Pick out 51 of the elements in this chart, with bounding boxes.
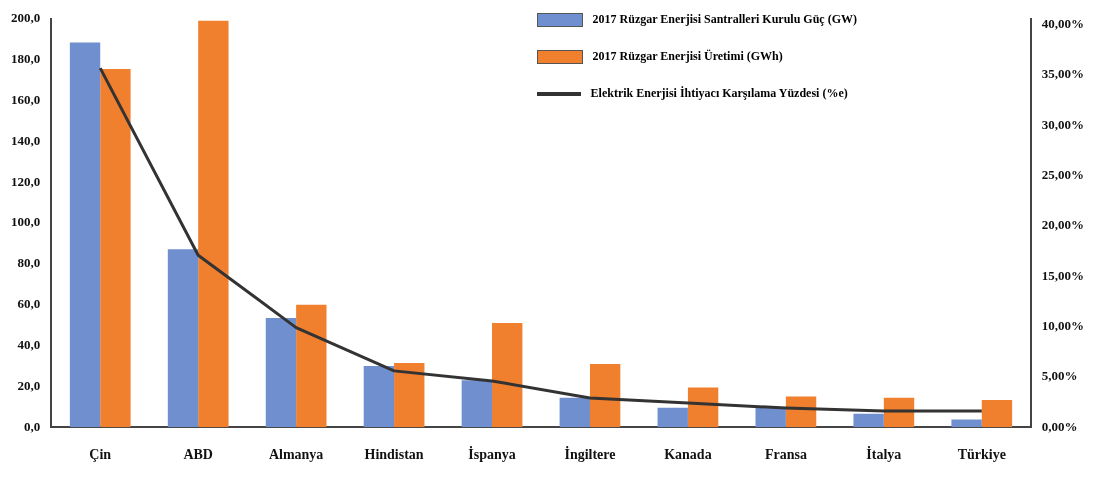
bar (167, 249, 199, 428)
x-tick-label: ABD (183, 447, 213, 463)
x-tick-label: Türkiye (957, 447, 1006, 463)
y-tick-label: 160,0 (11, 91, 41, 107)
y2-tick-label: 10,00% (1041, 317, 1084, 333)
bar (100, 69, 131, 428)
bar (589, 363, 621, 428)
y-tick-label: 40,0 (17, 336, 41, 352)
y2-tick-label: 5,00% (1041, 368, 1078, 384)
y2-tick-label: 0,00% (1041, 418, 1078, 434)
y-tick-label: 200,0 (11, 10, 41, 26)
y-tick-label: 80,0 (17, 255, 41, 271)
x-tick-label: Almanya (268, 447, 324, 463)
bar (657, 407, 688, 428)
y2-tick-label: 40,00% (1041, 16, 1084, 32)
x-tick-label: Kanada (664, 447, 712, 463)
x-tick-label: İngiltere (564, 446, 616, 463)
x-tick-label: Hindistan (364, 447, 424, 463)
y2-tick-label: 15,00% (1041, 267, 1084, 283)
x-tick-label: Fransa (764, 447, 807, 463)
bar (394, 362, 425, 428)
y-tick-label: 60,0 (17, 296, 41, 312)
y-tick-label: 20,0 (17, 377, 41, 393)
bar (981, 400, 1013, 428)
bar (687, 387, 719, 428)
bar (198, 20, 229, 428)
bar (296, 304, 327, 428)
y-tick-label: 120,0 (11, 173, 41, 189)
legend-label: 2017 Rüzgar Enerjisi Santralleri Kurulu Güç (GW) (592, 12, 857, 27)
y-tick-label: 100,0 (11, 214, 41, 230)
x-tick-label: İtalya (866, 446, 902, 463)
bar (853, 413, 884, 428)
y2-tick-label: 35,00% (1041, 66, 1084, 82)
bar (492, 323, 523, 428)
bar (265, 317, 297, 428)
bar (755, 407, 786, 428)
bar (363, 365, 395, 428)
bar (951, 419, 982, 428)
y-tick-label: 0,0 (24, 418, 41, 434)
y2-tick-label: 25,00% (1041, 167, 1084, 183)
x-tick-label: İspanya (468, 446, 516, 463)
y2-tick-label: 30,00% (1041, 116, 1084, 132)
y-tick-label: 140,0 (11, 132, 41, 148)
bar (461, 380, 493, 428)
x-tick-label: Çin (89, 447, 112, 463)
bar (559, 397, 590, 428)
legend-label: Elektrik Enerjisi İhtiyacı Karşılama Yüzdesi (%e) (590, 86, 848, 101)
y-tick-label: 180,0 (11, 51, 41, 66)
bar (69, 42, 101, 428)
legend-label: 2017 Rüzgar Enerjisi Üretimi (GWh) (592, 49, 783, 64)
y2-tick-label: 20,00% (1041, 217, 1084, 233)
